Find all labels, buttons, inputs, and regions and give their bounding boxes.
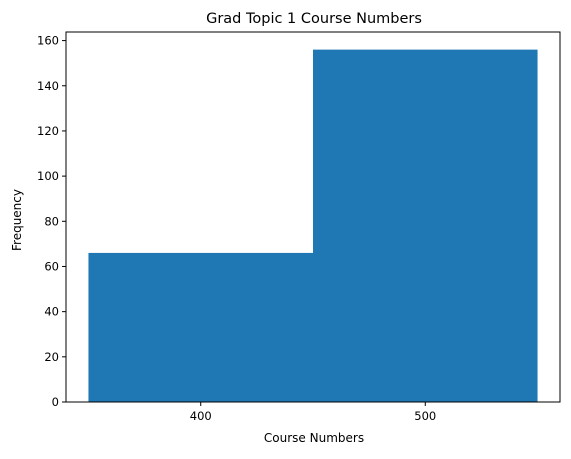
y-tick-label: 20 bbox=[44, 350, 59, 364]
axes-frame bbox=[65, 31, 561, 403]
y-tick-label: 40 bbox=[44, 305, 59, 319]
y-tick-label: 80 bbox=[44, 214, 59, 228]
plot-area: 0 20 40 60 80 100 120 140 160 400 500 bbox=[37, 31, 561, 423]
x-axis-label: Course Numbers bbox=[264, 431, 364, 445]
histogram-bar-2 bbox=[313, 49, 538, 402]
x-tick-label: 500 bbox=[414, 409, 436, 423]
y-axis-ticks: 0 20 40 60 80 100 120 140 160 bbox=[37, 34, 66, 409]
histogram-bar-1 bbox=[88, 252, 313, 402]
y-tick-label: 60 bbox=[44, 259, 59, 273]
chart-title: Grad Topic 1 Course Numbers bbox=[206, 11, 422, 27]
x-tick-label: 400 bbox=[190, 409, 212, 423]
y-tick-label: 100 bbox=[37, 169, 59, 183]
y-tick-label: 160 bbox=[37, 34, 59, 48]
bars-group bbox=[88, 49, 538, 402]
y-tick-label: 120 bbox=[37, 124, 59, 138]
y-axis-label: Frequency bbox=[10, 189, 24, 251]
x-axis-ticks: 400 500 bbox=[190, 402, 436, 423]
y-tick-label: 140 bbox=[37, 79, 59, 93]
y-tick-label: 0 bbox=[52, 395, 59, 409]
